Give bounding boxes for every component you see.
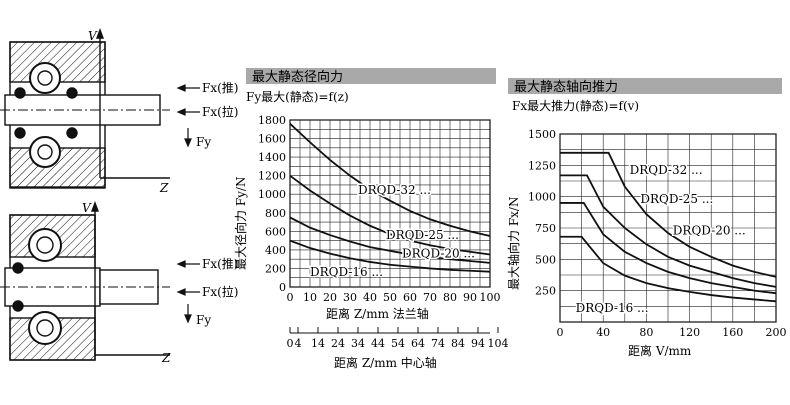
chart1-frame bbox=[289, 119, 491, 288]
chart2-series-label: DRQD-32 ... bbox=[630, 163, 703, 177]
chart1-series-line bbox=[289, 123, 491, 237]
chart2-y-tick: 250 bbox=[535, 285, 556, 298]
chart1-y-tick: 600 bbox=[265, 225, 286, 238]
chart2-series-label: DRQD-16 ... bbox=[576, 301, 649, 315]
chart1-x2-tick: 64 bbox=[411, 337, 425, 350]
chart1-x2-tick: 4 bbox=[295, 337, 302, 350]
chart2-series-line bbox=[560, 174, 777, 288]
chart2-xlabel: 距离 V/mm bbox=[628, 343, 692, 358]
chart2-series-line bbox=[560, 151, 777, 278]
chart1-y-tick: 0 bbox=[279, 281, 286, 294]
chart2-frame bbox=[559, 133, 777, 323]
chart1-y-tick: 400 bbox=[265, 244, 286, 257]
chart2-x-tick: 40 bbox=[596, 326, 610, 339]
force-pull-label-bottom: Fx(拉) bbox=[202, 284, 238, 299]
chart1-series-label: DRQD-25 ... bbox=[386, 228, 459, 242]
chart1-x2-tick: 34 bbox=[351, 337, 365, 350]
chart1-x2-tick: 0 bbox=[287, 337, 294, 350]
chart1-x-tick: 90 bbox=[463, 291, 477, 304]
force-fy-label-bottom: Fy bbox=[196, 313, 211, 327]
chart2-y-tick: 1250 bbox=[528, 159, 556, 172]
chart1-x-tick: 40 bbox=[363, 291, 377, 304]
chart1-x-tick: 70 bbox=[423, 291, 437, 304]
chart1-series-line bbox=[289, 174, 491, 256]
axis-v-label-bottom: V bbox=[82, 201, 92, 215]
chart2-title: 最大静态轴向推力 bbox=[514, 79, 618, 95]
chart2-plot: 250 500 750 1000 1250 1500 0 40 80 120 160 200 DRQD-… bbox=[528, 128, 787, 339]
chart1-x2-tick: 44 bbox=[371, 337, 385, 350]
chart1-xlabel2: 距离 Z/mm 中心轴 bbox=[334, 355, 437, 370]
chart1-xlabel: 距离 Z/mm 法兰轴 bbox=[326, 306, 429, 321]
chart1-x-tick: 80 bbox=[443, 291, 457, 304]
chart1-subtitle: Fy最大(静态)=f(z) bbox=[246, 90, 349, 104]
chart1-x2-tick: 94 bbox=[471, 337, 485, 350]
axis-z-label-bottom: Z bbox=[161, 351, 171, 365]
force-push-label-top: Fx(推) bbox=[202, 81, 238, 95]
chart2-x-tick: 120 bbox=[679, 326, 700, 339]
chart1-series-label: DRQD-20 ... bbox=[402, 246, 475, 260]
chart2-y-tick: 500 bbox=[535, 253, 556, 266]
chart2-series-label: DRQD-20 ... bbox=[673, 223, 746, 237]
chart1-y-tick: 800 bbox=[265, 207, 286, 220]
chart1-ylabel: 最大径向力 Fy/N bbox=[233, 177, 248, 270]
chart2-x-tick: 80 bbox=[639, 326, 653, 339]
chart2-x-tick: 0 bbox=[557, 326, 564, 339]
chart1-y-tick: 1400 bbox=[258, 151, 286, 164]
chart2-x-tick: 200 bbox=[766, 326, 787, 339]
force-fy-label-top: Fy bbox=[196, 135, 211, 149]
force-pull-label-top: Fx(拉) bbox=[202, 104, 238, 119]
force-arrows-top bbox=[176, 84, 200, 148]
chart2-series-label: DRQD-25 ... bbox=[640, 192, 713, 206]
chart1-x2-tick: 74 bbox=[431, 337, 445, 350]
chart1-title: 最大静态径向力 bbox=[252, 69, 343, 85]
chart1-x2-tick: 104 bbox=[488, 337, 509, 350]
chart1-x-tick: 0 bbox=[287, 291, 294, 304]
chart1-y-tick: 1000 bbox=[258, 188, 286, 201]
chart2-title-bar bbox=[508, 78, 782, 94]
chart1-y-tick: 1800 bbox=[258, 114, 286, 127]
chart2-series-line bbox=[560, 235, 777, 303]
chart1-y-tick: 1600 bbox=[258, 133, 286, 146]
chart1-x-tick: 60 bbox=[403, 291, 417, 304]
chart1-x-tick: 10 bbox=[303, 291, 317, 304]
chart2-series-line bbox=[560, 202, 777, 295]
chart1-x-tick: 50 bbox=[383, 291, 397, 304]
chart1-x2-tick: 24 bbox=[331, 337, 345, 350]
chart1-x2-tick: 54 bbox=[391, 337, 405, 350]
chart1-series-label: DRQD-16 ... bbox=[310, 265, 383, 279]
chart2-subtitle: Fx最大推力(静态)=f(v) bbox=[512, 99, 639, 113]
chart1-x-tick: 20 bbox=[323, 291, 337, 304]
axis-v-label-top: V bbox=[88, 29, 98, 43]
chart1-title-bar bbox=[246, 68, 496, 84]
force-push-label-bottom: Fx(推) bbox=[202, 257, 238, 271]
axis-z-label-top: Z bbox=[159, 181, 169, 195]
chart2-y-tick: 1500 bbox=[528, 128, 556, 141]
chart1-y-tick: 1200 bbox=[258, 170, 286, 183]
force-arrows-bottom bbox=[176, 260, 200, 324]
chart1-series-label: DRQD-32 ... bbox=[358, 183, 431, 197]
chart1-x2-tick: 84 bbox=[451, 337, 465, 350]
chart1-y-tick: 200 bbox=[265, 262, 286, 275]
chart1-series-line bbox=[289, 216, 491, 264]
chart1-x-tick: 100 bbox=[480, 291, 501, 304]
mechanism-diagram-bottom bbox=[0, 201, 170, 361]
chart2-ylabel: 最大轴向力 Fx/N bbox=[506, 197, 521, 290]
chart2-y-tick: 750 bbox=[535, 222, 556, 235]
chart1-x2-tick: 14 bbox=[311, 337, 325, 350]
chart2-y-tick: 1000 bbox=[528, 191, 556, 204]
chart2-x-tick: 160 bbox=[722, 326, 743, 339]
mechanism-diagram-top bbox=[0, 28, 170, 189]
chart1-x-tick: 30 bbox=[343, 291, 357, 304]
chart1-series-line bbox=[289, 239, 491, 273]
